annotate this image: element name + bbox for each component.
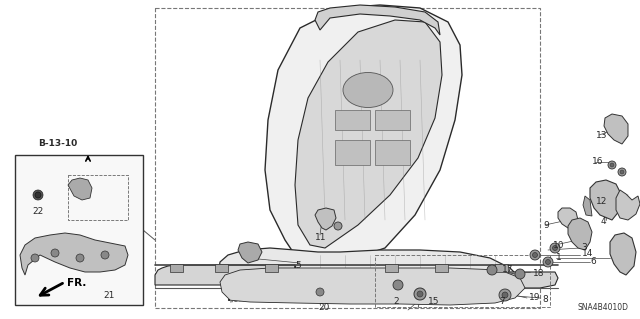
Text: 18: 18 bbox=[533, 269, 545, 278]
Text: 4: 4 bbox=[601, 217, 607, 226]
Circle shape bbox=[502, 292, 508, 298]
Polygon shape bbox=[558, 208, 578, 228]
Polygon shape bbox=[616, 190, 640, 220]
Text: 14: 14 bbox=[582, 249, 593, 258]
Polygon shape bbox=[265, 264, 278, 272]
Circle shape bbox=[101, 251, 109, 259]
Circle shape bbox=[550, 243, 560, 253]
Text: 6: 6 bbox=[590, 256, 596, 265]
Circle shape bbox=[414, 288, 426, 300]
Text: 12: 12 bbox=[596, 197, 607, 205]
Circle shape bbox=[608, 161, 616, 169]
Polygon shape bbox=[315, 5, 440, 35]
Text: 1: 1 bbox=[556, 254, 562, 263]
Polygon shape bbox=[315, 208, 336, 230]
Text: 9: 9 bbox=[543, 221, 548, 231]
Circle shape bbox=[545, 259, 550, 264]
Text: 16: 16 bbox=[592, 158, 604, 167]
Circle shape bbox=[31, 254, 39, 262]
Text: 13: 13 bbox=[596, 131, 607, 140]
Text: 10: 10 bbox=[553, 241, 564, 250]
Text: 15: 15 bbox=[428, 296, 440, 306]
Circle shape bbox=[552, 246, 557, 250]
Polygon shape bbox=[568, 218, 592, 250]
Bar bbox=[375, 140, 410, 165]
Polygon shape bbox=[265, 5, 462, 260]
Circle shape bbox=[334, 222, 342, 230]
Bar bbox=[335, 140, 370, 165]
Text: 17: 17 bbox=[502, 264, 513, 273]
Polygon shape bbox=[610, 233, 636, 275]
Text: 21: 21 bbox=[103, 292, 115, 300]
Text: 20: 20 bbox=[318, 302, 330, 311]
Polygon shape bbox=[170, 264, 183, 272]
Polygon shape bbox=[583, 196, 592, 216]
Ellipse shape bbox=[343, 72, 393, 108]
Text: B-13-10: B-13-10 bbox=[38, 139, 77, 148]
Polygon shape bbox=[495, 264, 508, 272]
Text: FR.: FR. bbox=[67, 278, 86, 288]
Text: 5: 5 bbox=[295, 261, 301, 270]
Circle shape bbox=[51, 249, 59, 257]
Circle shape bbox=[532, 253, 538, 257]
Circle shape bbox=[610, 163, 614, 167]
Text: 2: 2 bbox=[393, 296, 399, 306]
Text: 3: 3 bbox=[581, 242, 587, 251]
Polygon shape bbox=[155, 265, 295, 285]
Polygon shape bbox=[68, 178, 92, 200]
Bar bbox=[15, 155, 143, 305]
Circle shape bbox=[618, 168, 626, 176]
Polygon shape bbox=[215, 264, 228, 272]
Polygon shape bbox=[220, 268, 525, 305]
Bar bbox=[68, 175, 128, 220]
Circle shape bbox=[543, 257, 553, 267]
Circle shape bbox=[620, 170, 624, 174]
Circle shape bbox=[33, 190, 43, 200]
Text: 11: 11 bbox=[315, 233, 326, 241]
Polygon shape bbox=[385, 264, 398, 272]
Circle shape bbox=[316, 288, 324, 296]
Bar bbox=[375, 110, 410, 130]
Text: 22: 22 bbox=[32, 206, 44, 216]
Text: SNA4B4010D: SNA4B4010D bbox=[577, 303, 628, 312]
Polygon shape bbox=[20, 233, 128, 275]
Polygon shape bbox=[295, 265, 558, 288]
Circle shape bbox=[76, 254, 84, 262]
Circle shape bbox=[487, 265, 497, 275]
Circle shape bbox=[35, 192, 41, 198]
Polygon shape bbox=[295, 20, 442, 248]
Bar bbox=[375, 255, 550, 307]
Polygon shape bbox=[590, 180, 622, 220]
Polygon shape bbox=[435, 264, 448, 272]
Circle shape bbox=[530, 250, 540, 260]
Circle shape bbox=[417, 291, 423, 297]
Polygon shape bbox=[218, 248, 522, 298]
Polygon shape bbox=[238, 242, 262, 263]
Circle shape bbox=[515, 269, 525, 279]
Text: 7: 7 bbox=[499, 296, 505, 306]
Bar bbox=[335, 110, 370, 130]
Bar bbox=[155, 8, 540, 308]
Polygon shape bbox=[604, 114, 628, 144]
Circle shape bbox=[499, 289, 511, 301]
Text: 19: 19 bbox=[529, 293, 541, 302]
Circle shape bbox=[393, 280, 403, 290]
Text: 8: 8 bbox=[542, 294, 548, 303]
